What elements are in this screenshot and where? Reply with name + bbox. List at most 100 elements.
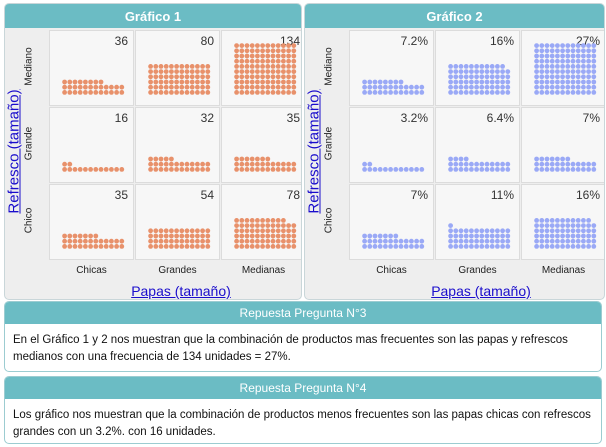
chart-1-dot [184,233,190,239]
chart-1-dot [109,167,114,172]
chart-2-dot [403,238,409,244]
chart-1-cell: 16 [49,107,134,183]
chart-1-dot [195,69,200,74]
chart-1-dot [275,223,281,228]
chart-1-dot [184,79,190,85]
chart-1-dot [195,244,200,249]
chart-1-dot [275,84,281,90]
chart-2-dot [581,43,586,48]
chart-1-dot [184,228,190,234]
chart-2-dot [560,244,565,249]
chart-1-dot [163,69,169,74]
chart-2-dot [575,228,581,234]
chart-1-dot [286,223,291,228]
chart-2-dot [448,74,453,80]
chart-1-dot [291,233,297,239]
chart-1-dot [234,64,239,69]
chart-2-dot [586,43,591,48]
chart-2-dot [463,84,469,90]
chart-1-dot [148,64,153,69]
chart-1-dot [249,233,255,239]
chart-2-dot [534,79,539,85]
chart-1-dot [158,233,164,239]
chart-2-dot [539,69,545,74]
chart-1-dot [270,48,276,54]
chart-2-dot [549,58,555,64]
chart-1-dot [260,161,265,167]
chart-2-dot [560,43,565,48]
chart-2-dot [565,218,571,223]
chart-2-dot [463,74,469,80]
chart-2-dot [414,244,419,249]
chart-2-dot [534,58,539,64]
chart-2-dot [479,64,485,69]
chart-1-dot [174,64,179,69]
chart-2-dot [560,58,565,64]
chart-2-dot [539,218,545,223]
chart-2-dot [555,43,560,48]
chart-1-dot [244,53,250,59]
chart-2-col-label: Chicas [376,265,407,276]
chart-1-dot [281,48,286,54]
chart-2-dot [549,218,555,223]
chart-2-dot [448,161,453,167]
chart-2-dot [448,233,453,239]
chart-1-dot [249,43,255,48]
chart-1-dot [286,48,291,54]
chart-1-dot [291,69,297,74]
chart-2-dot [575,79,581,85]
chart-1-y-axis-title[interactable]: Refresco (tamaño) [5,89,23,214]
chart-1-dot [179,167,185,172]
chart-2-dot [500,238,505,244]
chart-1-dot [249,74,255,80]
chart-2-dot [575,161,581,167]
chart-2-dot [367,161,373,167]
chart-1-cell: 78 [221,184,301,260]
chart-2-dot [453,84,459,90]
chart-2-dot [453,90,459,95]
chart-1-dot [179,90,185,95]
chart-1-dot [153,84,159,90]
chart-2-dot [469,79,474,85]
chart-2-dot [544,244,550,249]
chart-1-dot [158,74,164,80]
chart-1-dot [291,48,297,54]
chart-1-dot [93,233,99,239]
chart-2-dot [555,167,560,172]
chart-2-dot [534,167,539,172]
chart-1-dot [239,218,245,223]
chart-1-dot [195,79,200,85]
chart-1-dot [103,90,109,95]
chart-1-dot [265,84,271,90]
chart-2-dot [474,74,479,80]
chart-2-dot [448,238,453,244]
chart-2-dot [555,48,560,54]
chart-1-dot [119,84,125,90]
chart-2-dot-block [362,161,425,172]
chart-1-dot [249,58,255,64]
chart-2-dot [403,84,409,90]
chart-1-dot-block [148,64,211,95]
chart-2-dot [505,79,511,85]
chart-1-dot [249,48,255,54]
chart-2-dot [393,167,399,172]
chart-2-y-axis-title[interactable]: Refresco (tamaño) [305,89,323,214]
chart-2-dot [544,218,550,223]
chart-2-x-axis-title[interactable]: Papas (tamaño) [431,283,531,299]
chart-1-dot [291,90,297,95]
chart-1-dot [249,244,255,249]
chart-1-dot [234,90,239,95]
chart-2-dot [500,244,505,249]
chart-1-dot [88,90,93,95]
chart-1-x-axis-title[interactable]: Papas (tamaño) [131,283,231,299]
chart-1-dot [174,84,179,90]
chart-1-dot [98,90,104,95]
chart-1-dot [281,43,286,48]
chart-2-dot-block [534,43,597,95]
chart-1-dot [265,161,271,167]
chart-1-dot [195,167,200,172]
chart-1-dot [195,228,200,234]
chart-1-dot [83,167,88,172]
chart-1-dot [205,84,211,90]
chart-2-dot [362,161,367,167]
